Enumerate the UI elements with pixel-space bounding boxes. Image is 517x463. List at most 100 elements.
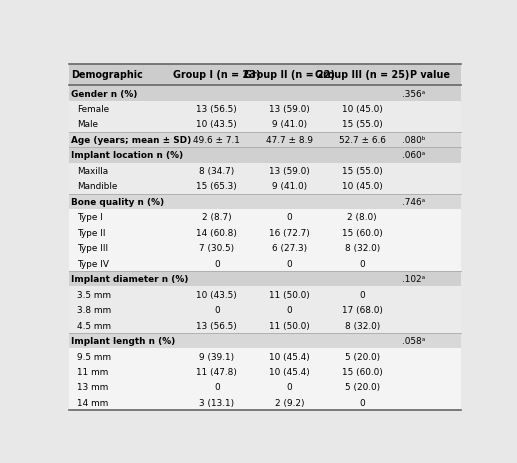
Text: 8 (32.0): 8 (32.0) [344, 321, 380, 330]
Bar [69, 64, 461, 86]
Text: Age (years; mean ± SD): Age (years; mean ± SD) [71, 136, 191, 144]
Text: Female: Female [78, 105, 110, 114]
Text: Implant length n (%): Implant length n (%) [71, 336, 175, 345]
Text: .060ᵃ: .060ᵃ [402, 151, 425, 160]
Text: Gender n (%): Gender n (%) [71, 89, 138, 98]
Text: 11 (50.0): 11 (50.0) [269, 321, 310, 330]
Text: .102ᵃ: .102ᵃ [402, 275, 425, 283]
Text: Type IV: Type IV [78, 259, 110, 268]
Text: 10 (45.4): 10 (45.4) [269, 367, 310, 376]
Text: 5 (20.0): 5 (20.0) [345, 382, 379, 392]
Text: 0: 0 [214, 382, 220, 392]
Text: 0: 0 [287, 382, 292, 392]
Text: 15 (65.3): 15 (65.3) [196, 182, 237, 191]
Text: Implant location n (%): Implant location n (%) [71, 151, 183, 160]
Text: 14 (60.8): 14 (60.8) [196, 228, 237, 237]
Text: 11 (50.0): 11 (50.0) [269, 290, 310, 299]
Bar [69, 194, 461, 210]
Text: 3 (13.1): 3 (13.1) [199, 398, 234, 407]
Text: 13 (59.0): 13 (59.0) [269, 167, 310, 175]
Text: .356ᵃ: .356ᵃ [402, 89, 425, 98]
Text: 14 mm: 14 mm [78, 398, 109, 407]
Bar [69, 271, 461, 287]
Text: 13 (56.5): 13 (56.5) [196, 321, 237, 330]
Text: 47.7 ± 8.9: 47.7 ± 8.9 [266, 136, 313, 144]
Text: .746ᵃ: .746ᵃ [402, 197, 425, 206]
Text: 0: 0 [214, 259, 220, 268]
Text: 13 mm: 13 mm [78, 382, 109, 392]
Text: Group III (n = 25): Group III (n = 25) [315, 70, 409, 80]
Text: 15 (55.0): 15 (55.0) [342, 120, 383, 129]
Text: 10 (43.5): 10 (43.5) [196, 120, 237, 129]
Bar [69, 302, 461, 318]
Text: Maxilla: Maxilla [78, 167, 109, 175]
Text: 16 (72.7): 16 (72.7) [269, 228, 310, 237]
Text: 4.5 mm: 4.5 mm [78, 321, 112, 330]
Text: 10 (43.5): 10 (43.5) [196, 290, 237, 299]
Text: Mandible: Mandible [78, 182, 118, 191]
Bar [69, 163, 461, 179]
Text: 7 (30.5): 7 (30.5) [199, 244, 234, 253]
Text: 15 (55.0): 15 (55.0) [342, 167, 383, 175]
Bar [69, 318, 461, 333]
Text: Type III: Type III [78, 244, 109, 253]
Text: 0: 0 [287, 213, 292, 222]
Text: Group I (n = 23): Group I (n = 23) [173, 70, 261, 80]
Text: 10 (45.4): 10 (45.4) [269, 352, 310, 361]
Text: 2 (9.2): 2 (9.2) [275, 398, 304, 407]
Bar [69, 210, 461, 225]
Text: 52.7 ± 6.6: 52.7 ± 6.6 [339, 136, 386, 144]
Text: 10 (45.0): 10 (45.0) [342, 105, 383, 114]
Text: 2 (8.0): 2 (8.0) [347, 213, 377, 222]
Text: 5 (20.0): 5 (20.0) [345, 352, 379, 361]
Bar [69, 240, 461, 256]
Text: 11 mm: 11 mm [78, 367, 109, 376]
Text: 15 (60.0): 15 (60.0) [342, 367, 383, 376]
Text: 15 (60.0): 15 (60.0) [342, 228, 383, 237]
Bar [69, 117, 461, 132]
Text: .058ᵃ: .058ᵃ [402, 336, 425, 345]
Text: 8 (32.0): 8 (32.0) [344, 244, 380, 253]
Text: Demographic: Demographic [71, 70, 143, 80]
Bar [69, 333, 461, 349]
Text: P value: P value [410, 70, 450, 80]
Text: Type I: Type I [78, 213, 103, 222]
Text: Group II (n = 22): Group II (n = 22) [244, 70, 335, 80]
Bar [69, 364, 461, 379]
Text: 13 (56.5): 13 (56.5) [196, 105, 237, 114]
Text: 9 (39.1): 9 (39.1) [199, 352, 234, 361]
Text: Bone quality n (%): Bone quality n (%) [71, 197, 164, 206]
Text: 3.5 mm: 3.5 mm [78, 290, 112, 299]
Bar [69, 179, 461, 194]
Bar [69, 148, 461, 163]
Text: 0: 0 [359, 259, 365, 268]
Bar [69, 86, 461, 101]
Text: 10 (45.0): 10 (45.0) [342, 182, 383, 191]
Bar [69, 395, 461, 410]
Text: 9.5 mm: 9.5 mm [78, 352, 112, 361]
Bar [69, 132, 461, 148]
Text: Type II: Type II [78, 228, 106, 237]
Bar [69, 101, 461, 117]
Text: .080ᵇ: .080ᵇ [402, 136, 425, 144]
Bar [69, 379, 461, 395]
Text: 0: 0 [287, 259, 292, 268]
Text: Male: Male [78, 120, 98, 129]
Text: 13 (59.0): 13 (59.0) [269, 105, 310, 114]
Bar [69, 287, 461, 302]
Text: Implant diameter n (%): Implant diameter n (%) [71, 275, 188, 283]
Bar [69, 349, 461, 364]
Text: 9 (41.0): 9 (41.0) [272, 120, 307, 129]
Text: 17 (68.0): 17 (68.0) [342, 306, 383, 314]
Text: 6 (27.3): 6 (27.3) [272, 244, 307, 253]
Text: 11 (47.8): 11 (47.8) [196, 367, 237, 376]
Bar [69, 256, 461, 271]
Text: 0: 0 [214, 306, 220, 314]
Text: 8 (34.7): 8 (34.7) [199, 167, 235, 175]
Text: 0: 0 [359, 290, 365, 299]
Text: 49.6 ± 7.1: 49.6 ± 7.1 [193, 136, 240, 144]
Text: 3.8 mm: 3.8 mm [78, 306, 112, 314]
Text: 9 (41.0): 9 (41.0) [272, 182, 307, 191]
Text: 0: 0 [287, 306, 292, 314]
Bar [69, 225, 461, 240]
